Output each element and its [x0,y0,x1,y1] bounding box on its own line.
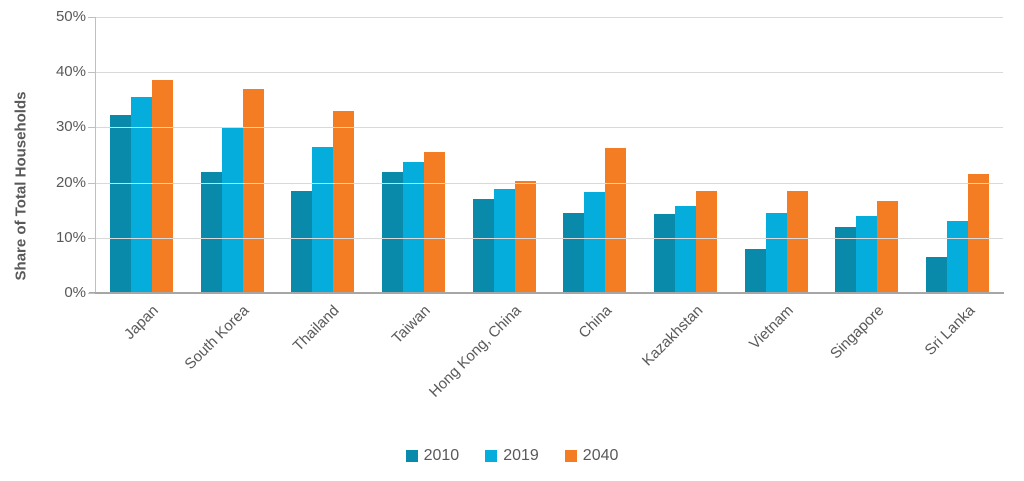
y-tick-label: 0% [64,284,86,301]
bar-group [187,17,278,293]
x-category-label: Kazakhstan [638,302,707,370]
x-category-label: South Korea [181,302,253,373]
gridline [96,17,1003,18]
y-tick-mark [88,182,95,184]
legend-label: 2010 [423,447,460,464]
x-category-label: Vietnam [746,302,798,353]
bar-group [640,17,731,293]
bar-2010 [291,190,313,293]
bar-group [822,17,913,293]
legend-label: 2019 [503,447,539,464]
bar-2019 [765,212,787,293]
x-category-label: Sri Lanka [921,302,979,359]
bar-2040 [877,201,899,293]
bar-2040 [423,152,445,293]
gridline [96,72,1003,74]
y-tick-mark [88,72,95,74]
bar-2010 [381,171,403,293]
bar-group [731,17,822,293]
legend-item: 2040 [564,447,619,465]
x-category-label: Japan [120,302,162,343]
y-tick-mark [88,17,95,18]
y-tick-label: 20% [55,173,86,191]
plot-area [95,17,1003,293]
bar-2040 [968,174,990,293]
x-axis-line [89,292,1004,294]
bar-2019 [856,215,878,293]
legend-swatch-2019 [485,450,498,462]
bar-2019 [221,127,243,293]
bar-2019 [402,161,424,293]
bar-2040 [786,190,808,293]
bar-group [550,17,641,293]
bar-2040 [333,110,355,293]
bar-group [277,17,368,293]
bar-group [459,17,550,293]
legend-swatch-2040 [564,450,577,462]
bar-2019 [675,206,697,293]
x-category-label: Thailand [290,302,344,355]
bar-2040 [514,180,536,293]
bar-2019 [130,97,152,293]
legend-label: 2040 [582,447,619,464]
bar-2010 [744,248,766,293]
bar-2010 [109,114,131,293]
gridline [96,127,1003,129]
bar-2040 [151,80,173,293]
bar-2010 [835,226,857,293]
legend-swatch-2010 [405,450,418,462]
bar-2019 [947,221,969,293]
x-category-label: Hong Kong, China [425,302,525,401]
x-category-label: Taiwan [388,302,434,348]
bar-group [368,17,459,293]
gridline [96,237,1003,239]
bar-2010 [654,214,676,293]
bar-2040 [242,88,264,293]
bar-group [912,17,1003,293]
bar-2040 [696,190,718,293]
bar-group [96,17,187,293]
y-tick-label: 50% [55,8,86,25]
bar-2010 [563,212,585,293]
x-category-label: Singapore [827,302,888,363]
legend: 2010 2019 2040 [0,447,1024,465]
gridline [96,182,1003,184]
bar-2010 [200,171,222,293]
bar-2019 [493,189,515,293]
y-tick-mark [88,127,95,129]
bar-2010 [926,257,948,293]
y-tick-label: 40% [55,63,86,81]
bar-2010 [472,199,494,293]
bar-2019 [584,191,606,293]
bar-2040 [605,147,627,293]
y-tick-mark [88,293,95,294]
x-category-label: China [575,302,616,342]
y-tick-mark [88,237,95,239]
legend-item: 2010 [405,447,460,465]
legend-item: 2019 [485,447,539,465]
y-tick-label: 10% [55,228,86,246]
bar-groups [96,17,1003,293]
bar-2019 [312,146,334,293]
y-tick-label: 30% [55,118,86,136]
